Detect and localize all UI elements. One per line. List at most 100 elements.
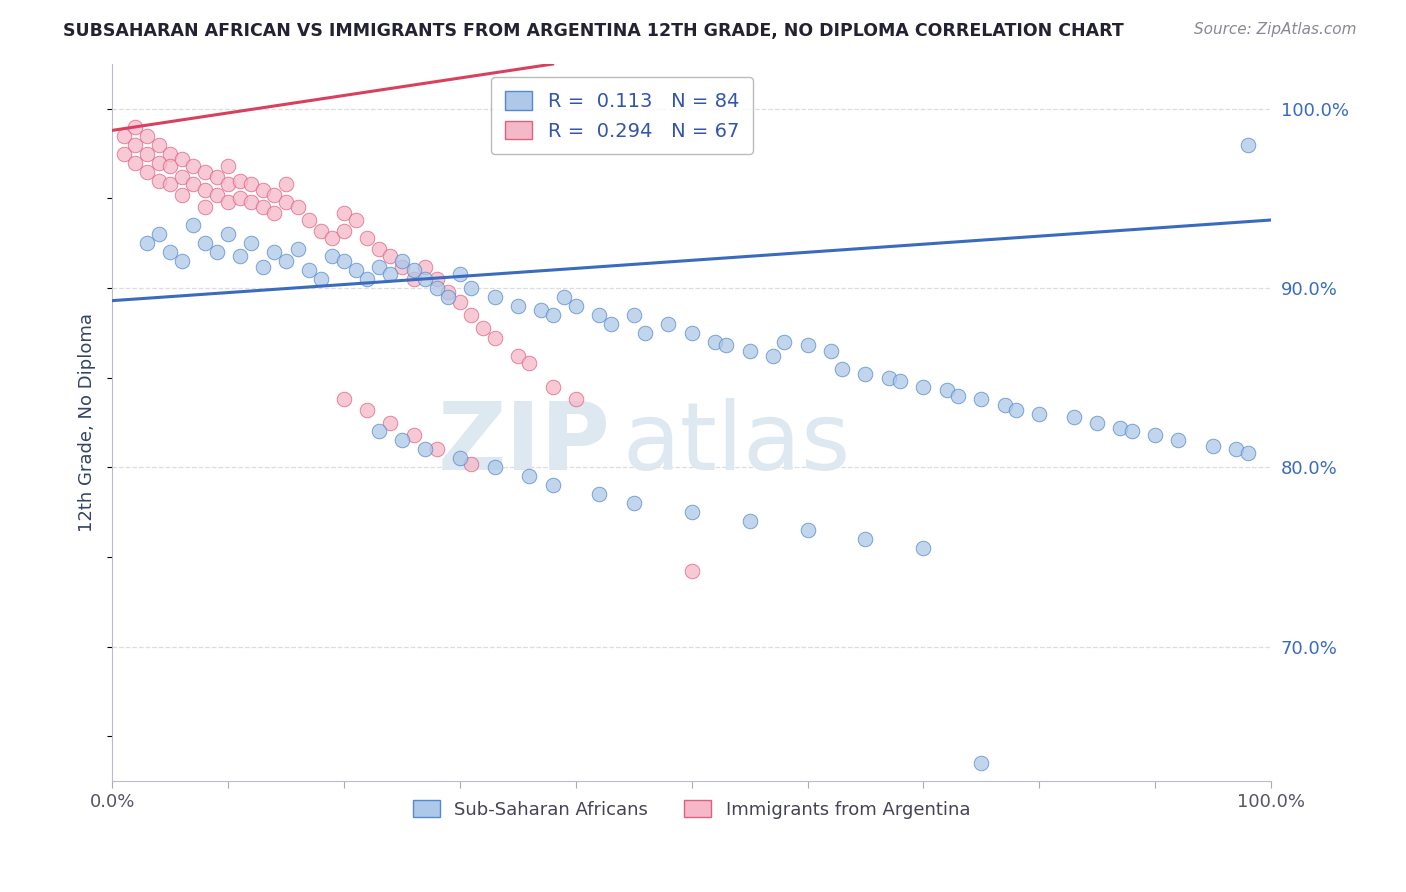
Point <box>217 177 239 191</box>
Point <box>948 389 970 403</box>
Point <box>437 290 460 304</box>
Point <box>681 505 703 519</box>
Point <box>519 356 541 370</box>
Point <box>367 425 389 439</box>
Point <box>623 496 645 510</box>
Point <box>194 236 217 251</box>
Point <box>274 254 297 268</box>
Point <box>553 290 575 304</box>
Point <box>912 541 935 555</box>
Point <box>970 392 993 407</box>
Point <box>1144 428 1167 442</box>
Point <box>1121 425 1143 439</box>
Point <box>460 457 482 471</box>
Point <box>426 281 449 295</box>
Point <box>205 245 228 260</box>
Point <box>148 173 170 187</box>
Point <box>217 159 239 173</box>
Point <box>877 370 900 384</box>
Point <box>855 532 877 546</box>
Point <box>912 379 935 393</box>
Point <box>623 308 645 322</box>
Point <box>228 192 250 206</box>
Point <box>681 564 703 578</box>
Point <box>356 231 378 245</box>
Point <box>1028 407 1050 421</box>
Point <box>356 403 378 417</box>
Point <box>183 159 205 173</box>
Y-axis label: 12th Grade, No Diploma: 12th Grade, No Diploma <box>79 313 96 532</box>
Point <box>380 267 402 281</box>
Point <box>738 514 761 528</box>
Point <box>159 245 181 260</box>
Point <box>413 260 436 274</box>
Point <box>124 155 146 169</box>
Point <box>402 272 425 286</box>
Point <box>413 442 436 457</box>
Point <box>460 281 482 295</box>
Point <box>298 263 321 277</box>
Point <box>530 302 553 317</box>
Point <box>124 137 146 152</box>
Point <box>252 260 274 274</box>
Point <box>681 326 703 340</box>
Point <box>228 249 250 263</box>
Point <box>449 267 471 281</box>
Point <box>240 177 263 191</box>
Point <box>1237 137 1260 152</box>
Point <box>855 367 877 381</box>
Point <box>136 236 159 251</box>
Point <box>298 213 321 227</box>
Point <box>773 334 796 349</box>
Point <box>170 152 193 166</box>
Point <box>228 173 250 187</box>
Legend: Sub-Saharan Africans, Immigrants from Argentina: Sub-Saharan Africans, Immigrants from Ar… <box>406 792 977 826</box>
Point <box>170 187 193 202</box>
Point <box>344 263 367 277</box>
Text: SUBSAHARAN AFRICAN VS IMMIGRANTS FROM ARGENTINA 12TH GRADE, NO DIPLOMA CORRELATI: SUBSAHARAN AFRICAN VS IMMIGRANTS FROM AR… <box>63 22 1123 40</box>
Point <box>506 349 529 363</box>
Point <box>274 195 297 210</box>
Point <box>333 392 356 407</box>
Point <box>506 299 529 313</box>
Point <box>263 187 285 202</box>
Point <box>252 201 274 215</box>
Point <box>112 146 135 161</box>
Point <box>252 182 274 196</box>
Point <box>380 249 402 263</box>
Point <box>402 263 425 277</box>
Point <box>309 224 332 238</box>
Point <box>112 128 135 143</box>
Point <box>333 254 356 268</box>
Point <box>287 201 309 215</box>
Point <box>148 137 170 152</box>
Point <box>391 254 413 268</box>
Point <box>148 227 170 242</box>
Text: Source: ZipAtlas.com: Source: ZipAtlas.com <box>1194 22 1357 37</box>
Point <box>449 295 471 310</box>
Point <box>716 338 738 352</box>
Point <box>159 146 181 161</box>
Point <box>460 308 482 322</box>
Point <box>194 164 217 178</box>
Point <box>1167 434 1189 448</box>
Point <box>820 343 842 358</box>
Point <box>183 219 205 233</box>
Point <box>599 317 621 331</box>
Point <box>391 434 413 448</box>
Point <box>634 326 657 340</box>
Point <box>367 260 389 274</box>
Point <box>426 442 449 457</box>
Point <box>159 177 181 191</box>
Point <box>1063 410 1085 425</box>
Point <box>472 320 495 334</box>
Point <box>935 384 957 398</box>
Point <box>1225 442 1247 457</box>
Point <box>1237 446 1260 460</box>
Point <box>367 242 389 256</box>
Point <box>205 169 228 184</box>
Point <box>170 169 193 184</box>
Point <box>796 338 818 352</box>
Point <box>136 128 159 143</box>
Point <box>205 187 228 202</box>
